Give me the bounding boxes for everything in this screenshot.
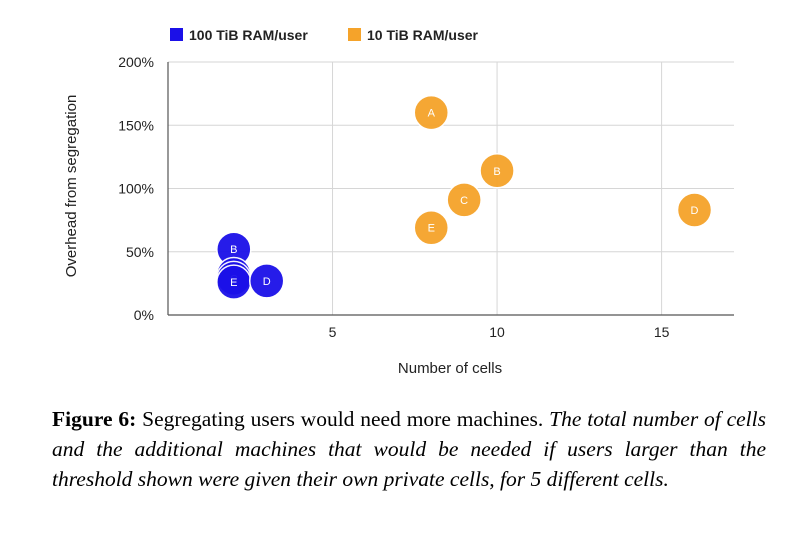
- y-tick-label: 50%: [126, 244, 154, 260]
- x-axis-label: Number of cells: [398, 360, 502, 377]
- caption-text: Segregating users would need more machin…: [136, 407, 550, 431]
- data-point-label: B: [493, 166, 500, 178]
- legend-label: 10 TiB RAM/user: [367, 27, 479, 43]
- legend: 100 TiB RAM/user 10 TiB RAM/user: [170, 27, 479, 43]
- axes: 0% 50% 100% 150% 200% 5 10 15: [118, 54, 734, 340]
- data-point: [413, 209, 450, 246]
- data-point: [446, 182, 482, 218]
- data-point-label: A: [428, 108, 436, 120]
- data-point-label: C: [460, 195, 468, 207]
- legend-swatch: [348, 28, 361, 41]
- data-point: [248, 263, 285, 299]
- x-tick-label: 5: [329, 324, 337, 340]
- y-tick-label: 0%: [134, 307, 154, 323]
- data-point-label: E: [428, 223, 435, 235]
- x-tick-label: 15: [654, 324, 670, 340]
- data-points: BACEDABCED: [216, 94, 713, 300]
- data-point-label: E: [230, 277, 237, 289]
- legend-swatch: [170, 28, 183, 41]
- data-point: [676, 192, 713, 228]
- caption-label: Figure 6:: [52, 407, 137, 431]
- x-tick-label: 10: [489, 324, 505, 340]
- data-point: [413, 94, 450, 131]
- data-point: [479, 153, 515, 189]
- caption-italic-text: The total number of cells and the additi…: [52, 407, 766, 491]
- scatter-chart: 100 TiB RAM/user 10 TiB RAM/user 0% 50% 100…: [63, 27, 734, 377]
- data-point-label: D: [263, 276, 271, 288]
- figure-caption: Figure 6: Segregating users would need m…: [52, 404, 766, 494]
- data-point-label: D: [691, 205, 699, 217]
- y-tick-label: 200%: [118, 54, 154, 70]
- y-tick-label: 150%: [118, 117, 154, 133]
- data-point-label: B: [230, 244, 237, 256]
- y-axis-label: Overhead from segregation: [63, 95, 80, 278]
- legend-label: 100 TiB RAM/user: [189, 27, 308, 43]
- y-tick-label: 100%: [118, 181, 154, 197]
